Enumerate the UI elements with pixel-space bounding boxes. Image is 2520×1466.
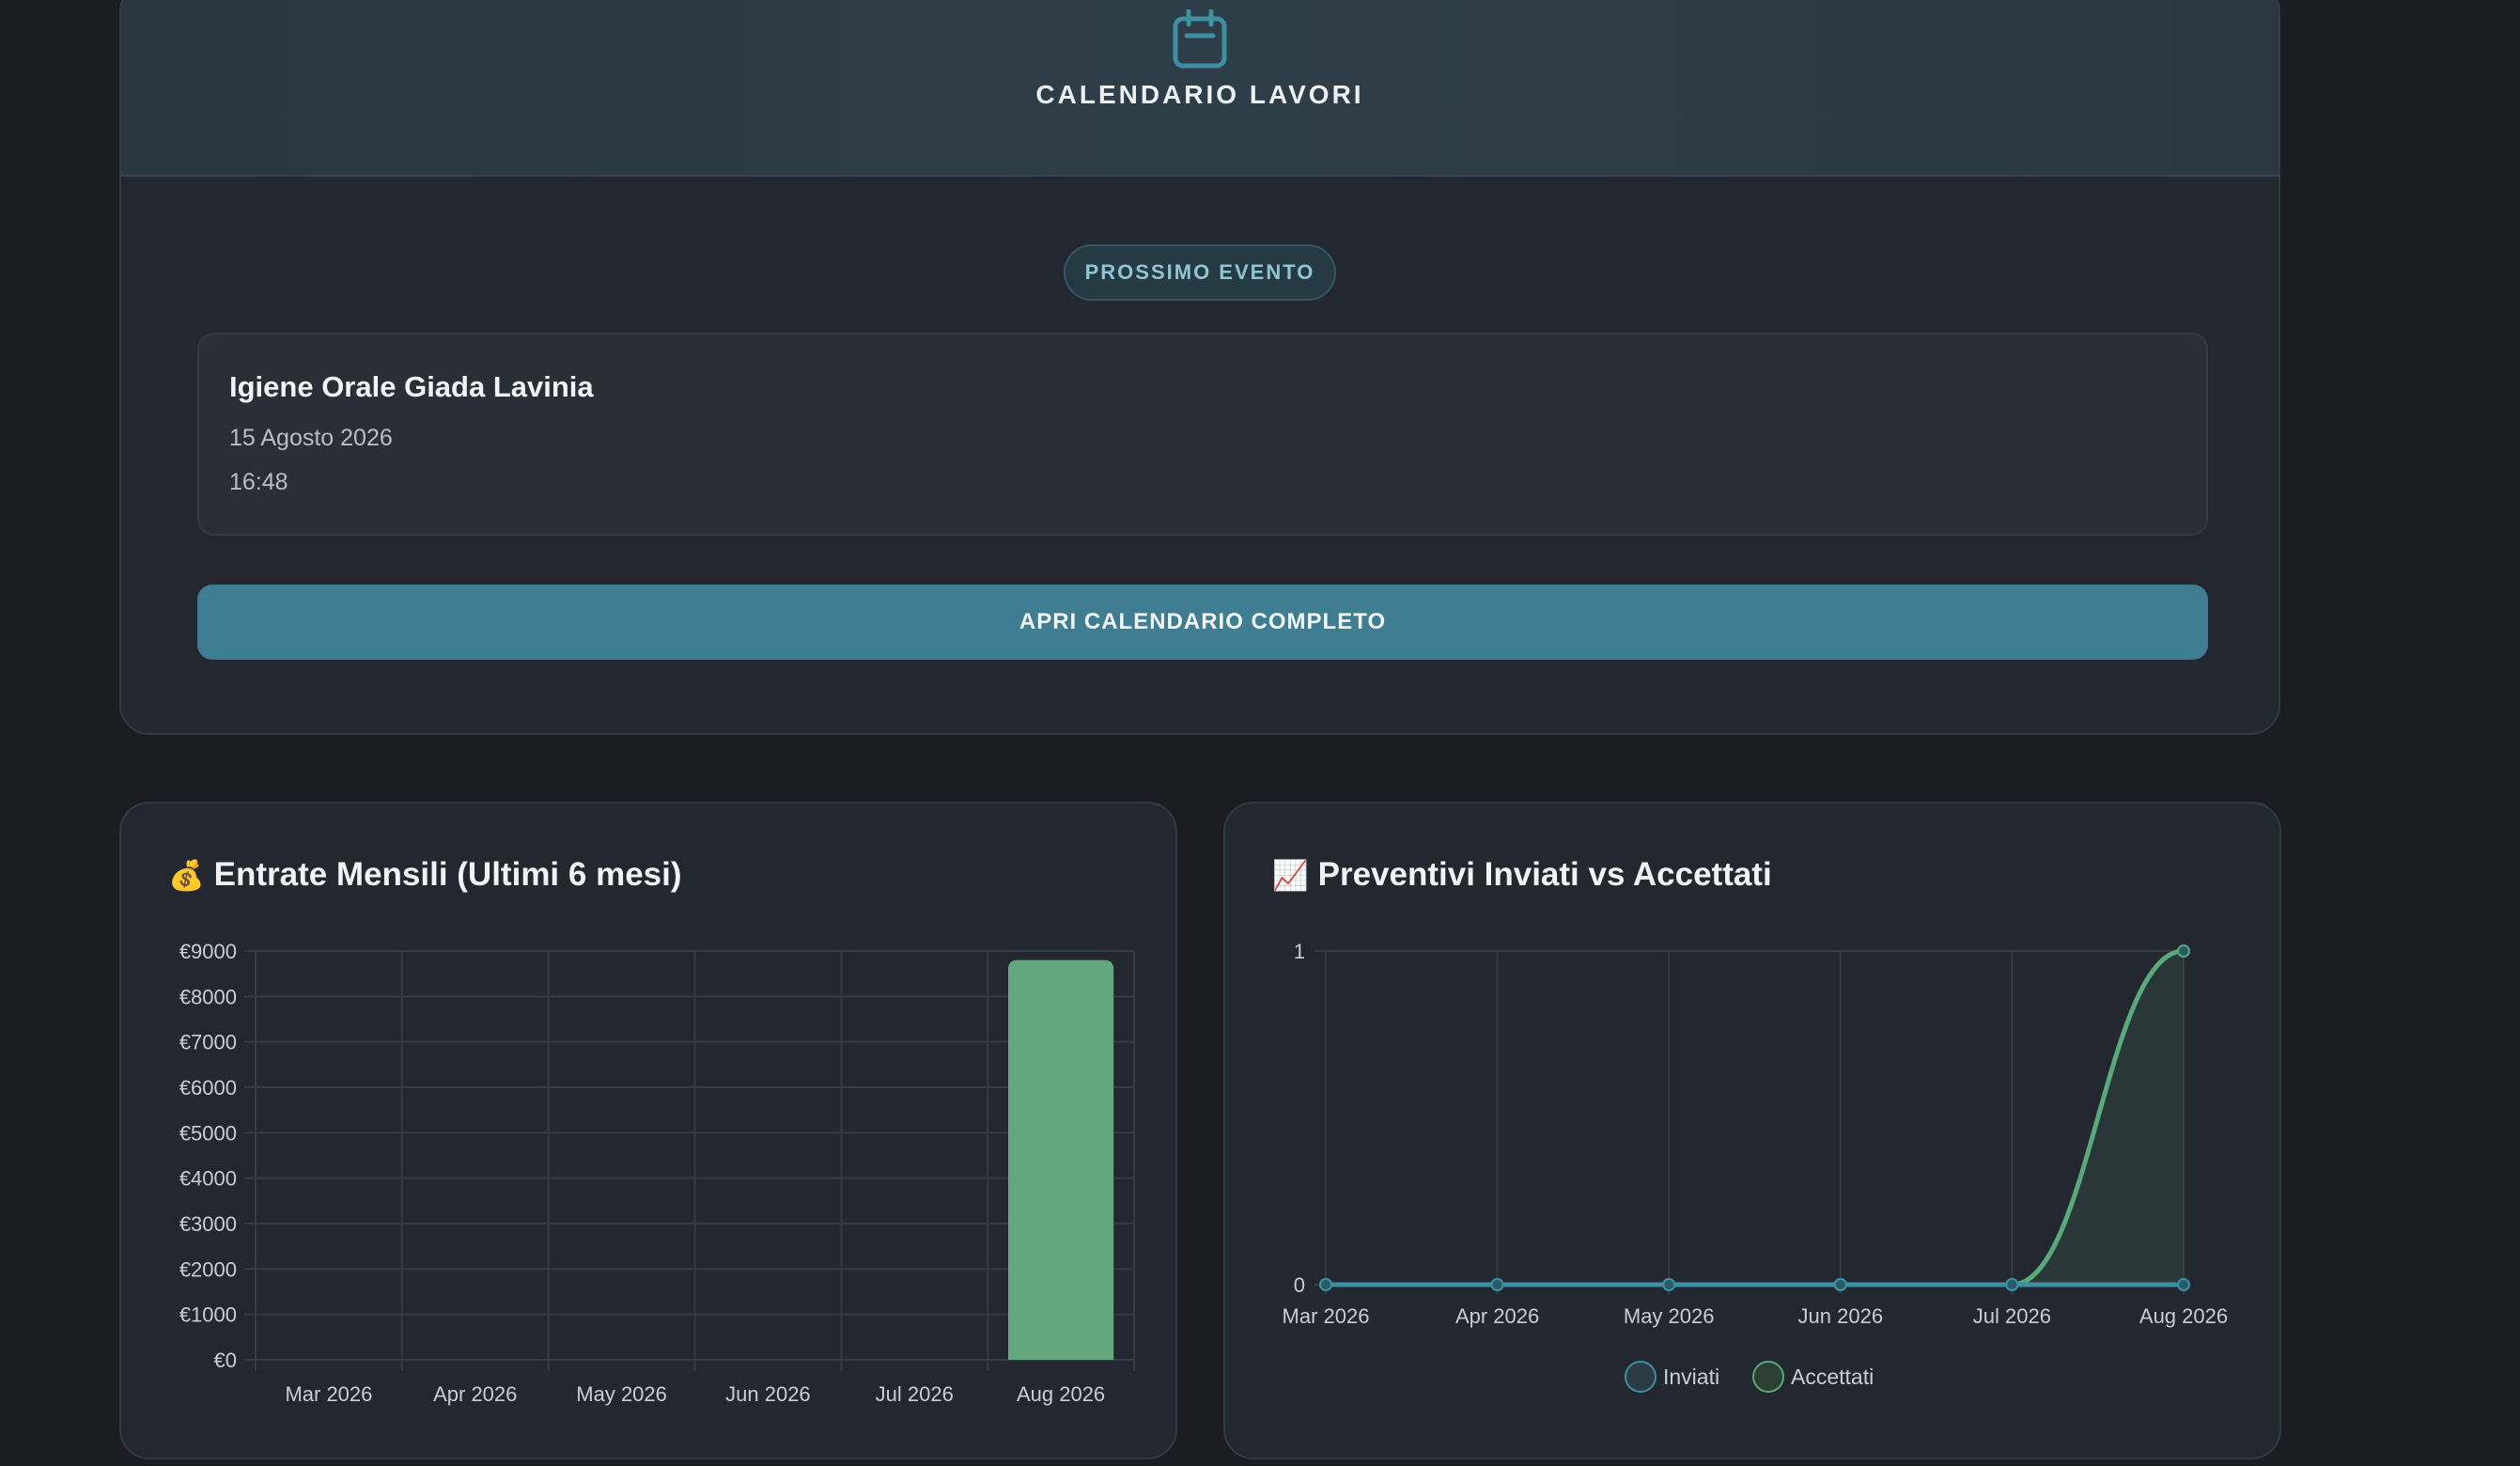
data-point-inviati	[1833, 1278, 1847, 1291]
y-tick-label: 0	[1294, 1273, 1305, 1297]
x-tick-label: Jun 2026	[1798, 1304, 1884, 1328]
y-tick-label: €3000	[179, 1212, 237, 1236]
y-tick-label: €5000	[179, 1121, 237, 1145]
legend-swatch-inviati	[1625, 1361, 1657, 1393]
x-tick-label: Mar 2026	[285, 1382, 372, 1406]
event-date: 15 Agosto 2026	[229, 425, 393, 451]
next-event-card[interactable]: Igiene Orale Giada Lavinia 15 Agosto 202…	[197, 333, 2208, 536]
data-point-inviati	[1490, 1278, 1504, 1291]
x-tick-label: Jul 2026	[876, 1382, 954, 1406]
income-bar-chart: €0 €1000 €2000 €3000 €4000 €5000 €6000 €7000 €80…	[179, 940, 1135, 1406]
calendar-card: CALENDARIO LAVORI PROSSIMO EVENTO Igiene…	[119, 0, 2280, 735]
quotes-chart-card: 📈 Preventivi Inviati vs Accettati 0 1 Mar 2…	[1223, 802, 2281, 1459]
open-calendar-button[interactable]: APRI CALENDARIO COMPLETO	[197, 585, 2208, 660]
x-tick-label: Aug 2026	[2139, 1304, 2228, 1328]
money-bag-icon: 💰	[168, 859, 205, 892]
data-point-inviati	[2005, 1278, 2019, 1291]
y-tick-label: €2000	[179, 1257, 237, 1281]
calendar-header: CALENDARIO LAVORI	[121, 0, 2279, 177]
income-chart-card: 💰 Entrate Mensili (Ultimi 6 mesi) €0 €1000…	[119, 802, 1177, 1459]
income-chart-title-text: Entrate Mensili (Ultimi 6 mesi)	[213, 856, 682, 893]
legend-label-inviati: Inviati	[1663, 1365, 1719, 1389]
x-tick-label: Aug 2026	[1017, 1382, 1105, 1406]
data-point-inviati	[1319, 1278, 1332, 1291]
chart-increasing-icon: 📈	[1272, 859, 1309, 892]
data-point-inviati	[1662, 1278, 1676, 1291]
x-tick-label: Jun 2026	[725, 1382, 811, 1406]
quotes-chart-title-text: Preventivi Inviati vs Accettati	[1317, 856, 1772, 893]
x-tick-label: May 2026	[1624, 1304, 1715, 1328]
calendar-title: CALENDARIO LAVORI	[1035, 80, 1364, 109]
y-tick-label: €6000	[179, 1076, 237, 1100]
y-tick-label: 1	[1294, 940, 1305, 963]
quotes-chart-title: 📈 Preventivi Inviati vs Accettati	[1272, 856, 1772, 894]
next-event-badge: PROSSIMO EVENTO	[1064, 244, 1336, 301]
x-tick-label: Apr 2026	[1455, 1304, 1539, 1328]
quotes-line-chart: 0 1 Mar 2026 Apr 2026 May 2026 Jun 2026 Jul 20…	[1283, 940, 2228, 1393]
series-area-accettati	[1326, 951, 2184, 1285]
bar-aug-2026	[1007, 959, 1114, 1360]
legend-label-accettati: Accettati	[1791, 1365, 1874, 1389]
y-tick-label: €0	[214, 1349, 237, 1372]
data-point-inviati	[2177, 1278, 2190, 1291]
x-tick-label: May 2026	[576, 1382, 667, 1406]
x-tick-label: Jul 2026	[1973, 1304, 2051, 1328]
series-line-accettati	[1325, 948, 2185, 1287]
y-tick-label: €8000	[179, 985, 237, 1008]
y-tick-label: €4000	[179, 1167, 237, 1191]
event-time: 16:48	[229, 469, 288, 495]
data-point-accettati	[2177, 944, 2190, 958]
income-chart-title: 💰 Entrate Mensili (Ultimi 6 mesi)	[168, 856, 682, 894]
y-tick-label: €1000	[179, 1303, 237, 1327]
y-tick-label: €9000	[179, 940, 237, 963]
legend-swatch-accettati	[1752, 1361, 1784, 1393]
y-tick-label: €7000	[179, 1031, 237, 1054]
x-tick-label: Mar 2026	[1283, 1304, 1370, 1328]
calendar-icon	[1173, 9, 1227, 69]
event-title: Igiene Orale Giada Lavinia	[229, 370, 594, 403]
x-tick-label: Apr 2026	[433, 1382, 517, 1406]
